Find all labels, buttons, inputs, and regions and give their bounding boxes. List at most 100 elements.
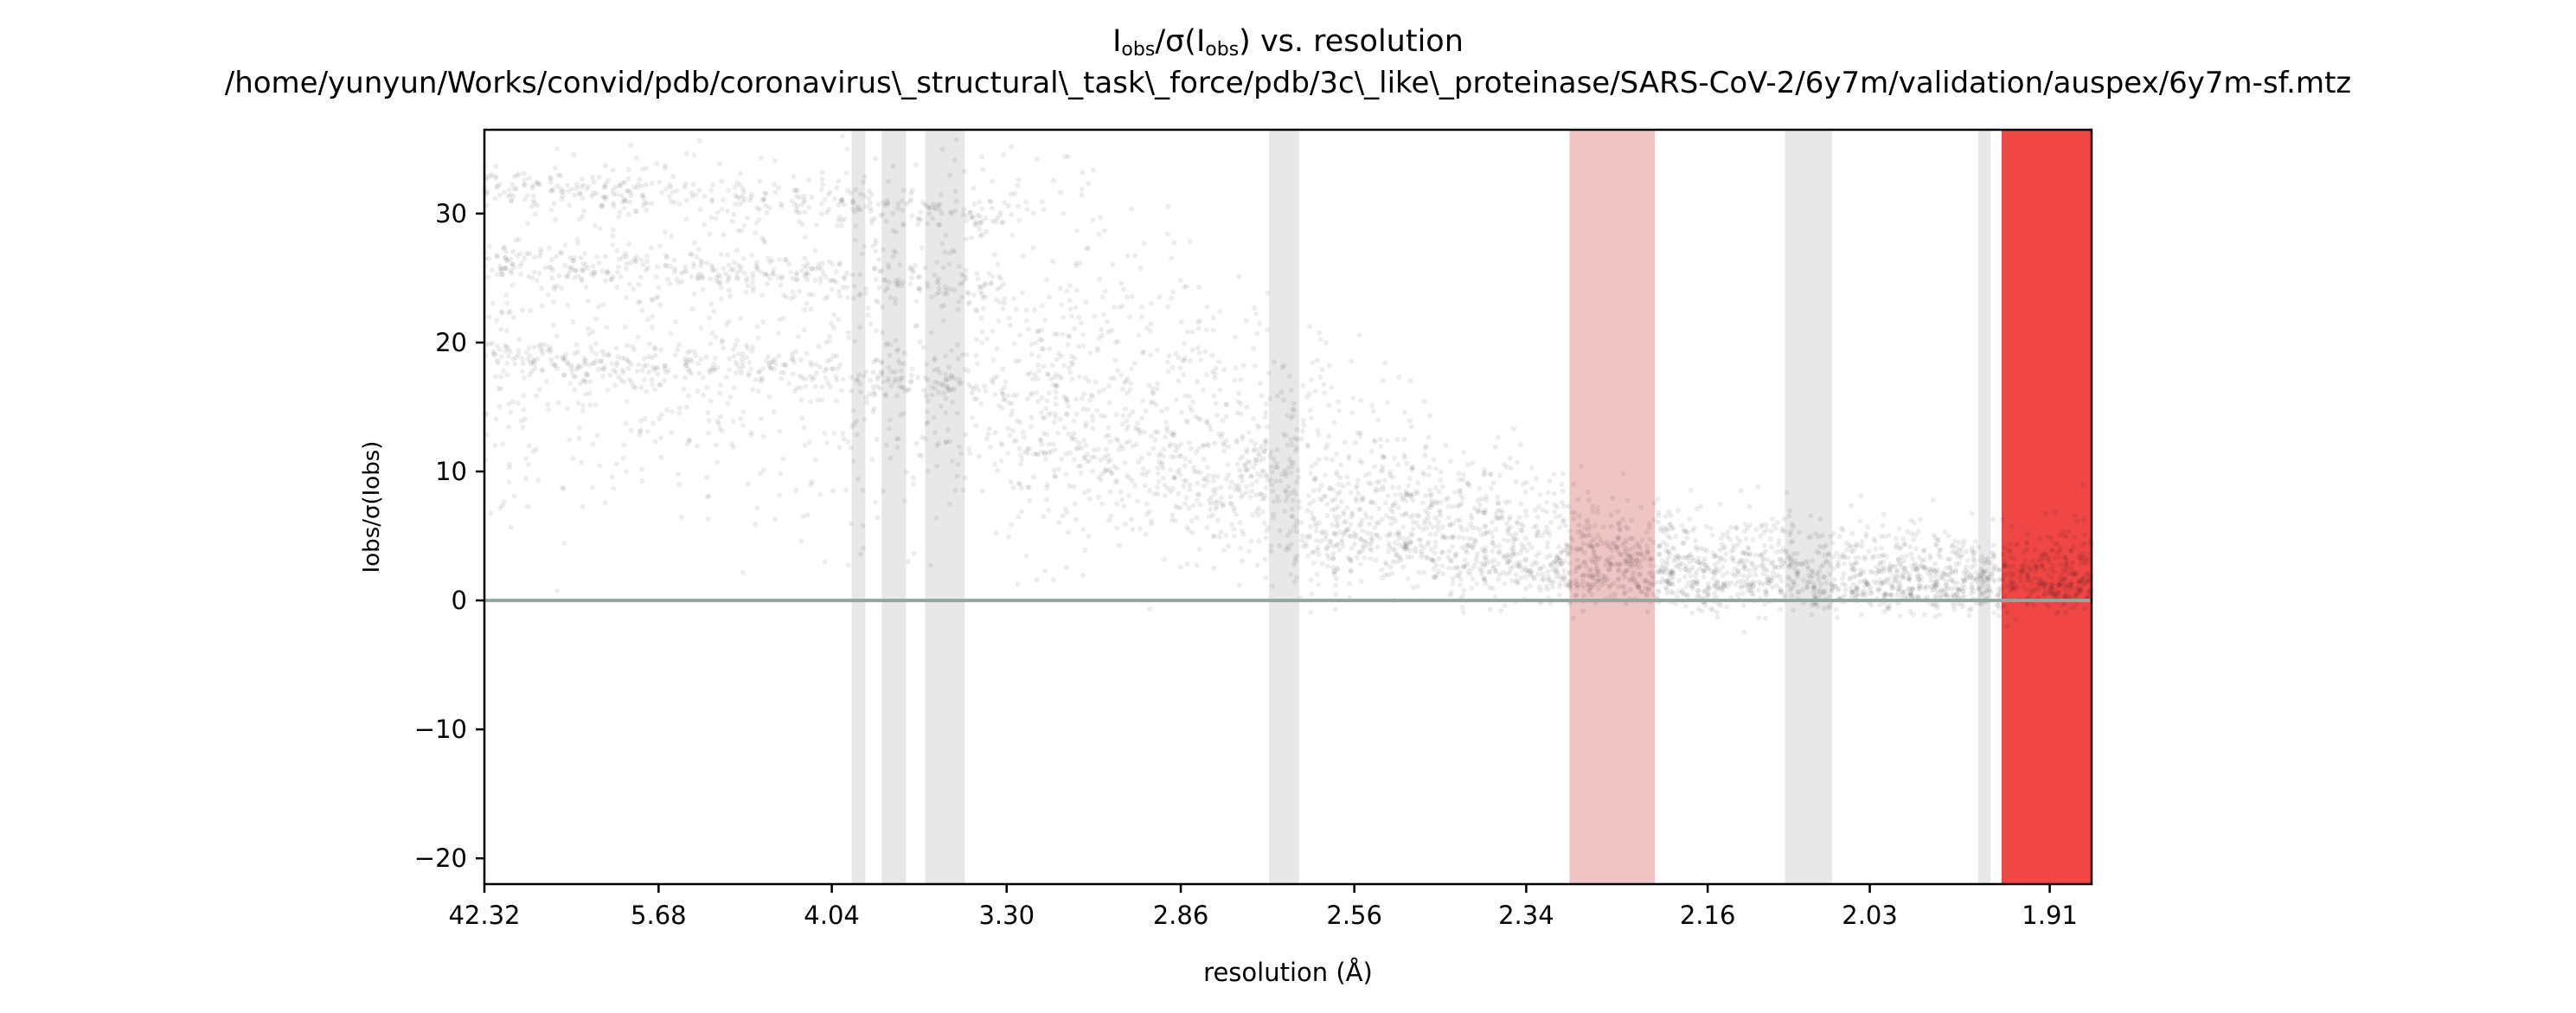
data-point: [1763, 588, 1768, 594]
data-point: [1747, 522, 1753, 528]
data-point: [1291, 488, 1297, 494]
data-point: [1589, 585, 1595, 590]
data-point: [1389, 509, 1395, 515]
data-point: [1013, 358, 1019, 364]
data-point: [1187, 482, 1193, 488]
data-point: [687, 369, 692, 375]
data-point: [2061, 593, 2067, 599]
data-point: [1077, 260, 1083, 266]
data-point: [1858, 493, 1864, 499]
data-point: [1956, 540, 1962, 546]
data-point: [508, 267, 514, 273]
data-point: [1359, 497, 1365, 503]
data-point: [744, 355, 750, 361]
data-point: [1376, 487, 1382, 493]
data-point: [535, 180, 541, 186]
data-point: [1921, 584, 1927, 590]
data-point: [1168, 441, 1174, 447]
data-point: [2079, 542, 2085, 548]
data-point: [1450, 580, 1456, 587]
data-point: [503, 349, 509, 355]
data-point: [1212, 440, 1218, 446]
data-point: [866, 196, 872, 202]
data-point: [1490, 566, 1496, 571]
data-point: [1955, 554, 1961, 560]
data-point: [1922, 566, 1927, 572]
data-point: [1561, 503, 1567, 510]
data-point: [1285, 465, 1291, 471]
ice-ring-band-4: [1269, 130, 1299, 884]
data-point: [992, 391, 998, 397]
data-point: [1436, 555, 1442, 561]
data-point: [1086, 488, 1092, 493]
data-point: [1721, 557, 1727, 563]
data-point: [1507, 569, 1513, 575]
data-point: [1020, 290, 1025, 296]
data-point: [1009, 408, 1016, 414]
data-point: [1474, 555, 1480, 561]
data-point: [622, 198, 628, 203]
data-point: [1573, 578, 1580, 584]
data-point: [1030, 474, 1036, 480]
data-point: [1701, 555, 1708, 561]
data-point: [1492, 594, 1498, 600]
data-point: [1263, 438, 1269, 444]
data-point: [1331, 569, 1337, 575]
data-point: [504, 360, 510, 366]
data-point: [1940, 587, 1946, 593]
data-point: [806, 176, 812, 183]
data-point: [1683, 584, 1689, 589]
data-point: [1281, 362, 1287, 369]
data-point: [860, 523, 866, 529]
data-point: [1438, 469, 1444, 475]
data-point: [1548, 519, 1554, 525]
data-point: [1969, 510, 1975, 516]
data-point: [1896, 581, 1902, 587]
data-point: [1265, 327, 1271, 333]
data-point: [1234, 511, 1240, 517]
data-point: [1359, 460, 1365, 466]
data-point: [1842, 555, 1848, 560]
data-point: [912, 263, 918, 268]
data-point: [1338, 499, 1344, 505]
data-point: [1195, 491, 1201, 497]
data-point: [1003, 379, 1009, 385]
data-point: [1836, 559, 1841, 565]
data-point: [714, 459, 720, 465]
data-point: [841, 436, 847, 442]
data-point: [537, 182, 543, 188]
data-point: [1397, 555, 1403, 561]
data-point: [1414, 583, 1420, 589]
data-point: [1916, 564, 1922, 570]
data-point: [1390, 484, 1396, 490]
data-point: [625, 188, 631, 194]
data-point: [1333, 575, 1339, 581]
data-point: [643, 182, 649, 188]
data-point: [1712, 583, 1718, 589]
data-point: [1822, 553, 1828, 558]
data-point: [1428, 504, 1434, 510]
data-point: [625, 357, 631, 363]
data-point: [1955, 601, 1961, 607]
data-point: [718, 252, 724, 257]
data-point: [1809, 612, 1815, 618]
data-point: [676, 471, 681, 477]
data-point: [1059, 457, 1065, 462]
data-point: [694, 253, 700, 260]
data-point: [2061, 555, 2067, 560]
data-point: [2048, 574, 2054, 580]
data-point: [1187, 358, 1193, 363]
data-point: [840, 285, 846, 291]
data-point: [1694, 580, 1699, 587]
data-point: [960, 211, 966, 217]
data-point: [1567, 543, 1573, 549]
data-point: [682, 356, 688, 362]
data-point: [1368, 515, 1375, 521]
data-point: [789, 198, 795, 203]
data-point: [1742, 550, 1748, 556]
data-point: [1187, 487, 1193, 493]
data-point: [946, 364, 952, 370]
data-point: [1887, 592, 1894, 598]
data-point: [516, 171, 522, 177]
data-point: [1238, 456, 1243, 462]
